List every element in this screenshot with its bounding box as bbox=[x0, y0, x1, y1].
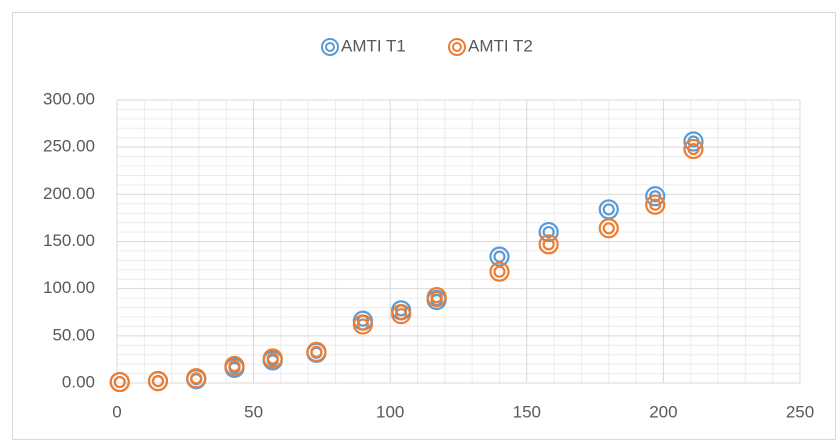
point bbox=[186, 368, 207, 389]
x-tick-label: 100 bbox=[376, 402, 404, 421]
point bbox=[147, 371, 169, 392]
y-tick-label: 250.00 bbox=[43, 137, 95, 156]
legend-marker bbox=[325, 42, 335, 52]
legend-marker bbox=[448, 38, 466, 56]
y-tick-label: 50.00 bbox=[52, 325, 95, 344]
legend-label: AMTI T1 bbox=[341, 36, 406, 55]
point bbox=[598, 218, 619, 239]
legend-marker bbox=[321, 38, 339, 56]
point bbox=[683, 138, 704, 160]
point bbox=[352, 314, 373, 335]
point bbox=[224, 355, 245, 377]
point bbox=[391, 304, 412, 325]
point bbox=[426, 287, 447, 308]
x-tick-label: 250 bbox=[786, 402, 814, 421]
y-tick-label: 0.00 bbox=[62, 372, 95, 391]
x-tick-label: 50 bbox=[244, 402, 263, 421]
point bbox=[489, 261, 510, 282]
y-tick-label: 150.00 bbox=[43, 231, 95, 250]
x-tick-label: 200 bbox=[649, 402, 677, 421]
y-tick-label: 300.00 bbox=[43, 89, 95, 108]
legend-marker bbox=[452, 42, 462, 52]
x-tick-label: 150 bbox=[513, 402, 541, 421]
point bbox=[306, 341, 327, 362]
point bbox=[538, 234, 559, 255]
point bbox=[262, 348, 283, 369]
y-tick-label: 100.00 bbox=[43, 278, 95, 297]
point bbox=[538, 221, 559, 243]
legend-label: AMTI T2 bbox=[468, 36, 533, 55]
chart-border bbox=[12, 12, 836, 440]
x-tick-label: 0 bbox=[112, 402, 121, 421]
point bbox=[645, 194, 666, 215]
y-tick-label: 200.00 bbox=[43, 184, 95, 203]
point bbox=[109, 371, 130, 393]
